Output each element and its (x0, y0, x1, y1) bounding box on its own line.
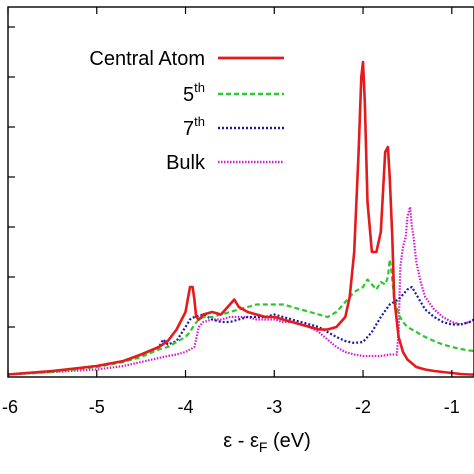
axes-layer: -6 -5 -4 -3 -2 -1 (2, 6, 474, 417)
series-line-1 (7, 60, 474, 376)
x-tick-label-5: -1 (444, 397, 460, 417)
x-tick-label-2: -4 (178, 397, 194, 417)
x-axis-label: ε - εF (eV) (223, 430, 311, 455)
series-line-4 (7, 205, 474, 376)
series-layer (7, 60, 474, 376)
legend-label-4: Bulk (166, 152, 206, 174)
legend-label-1: Central Atom (89, 48, 205, 70)
series-line-3 (7, 285, 474, 376)
series-line-2 (7, 258, 474, 376)
legend-label-2: 5th (183, 80, 205, 106)
x-axis-label-unit: (eV) (267, 430, 310, 452)
legend-label-3: 7th (183, 114, 205, 140)
x-tick-label-1: -5 (89, 397, 105, 417)
x-tick-label-0: -6 (2, 397, 18, 417)
x-axis-label-subscript: F (259, 439, 268, 455)
x-axis-label-epsilon: ε (223, 430, 232, 452)
x-tick-label-3: -3 (266, 397, 282, 417)
plot-frame (7, 6, 474, 378)
x-axis-label-epsilon-f: ε (250, 430, 259, 452)
x-axis-label-separator: - (232, 430, 250, 452)
legend: Central Atom 5th 7th Bulk (89, 48, 284, 174)
x-tick-label-4: -2 (355, 397, 371, 417)
